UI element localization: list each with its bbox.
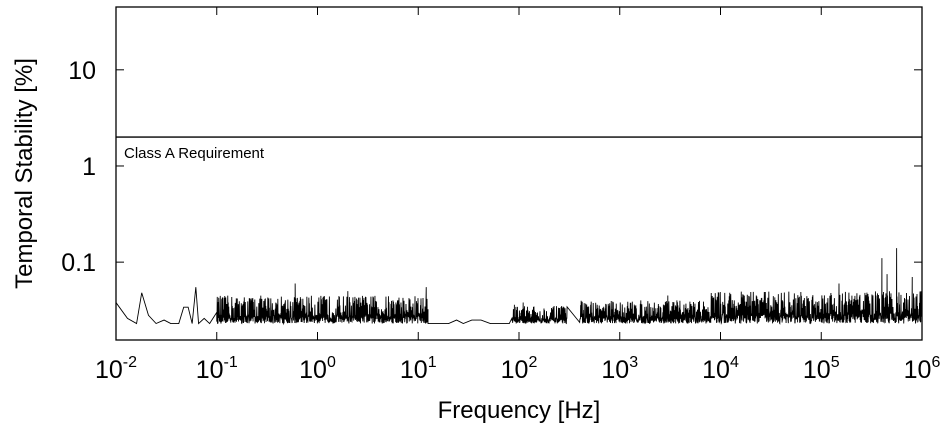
x-tick-base: 10 [501,356,529,384]
temporal-stability-series [115,248,923,326]
x-tick-label: 106 [904,354,941,384]
x-tick-label: 100 [299,354,336,384]
y-axis-title: Temporal Stability [%] [11,58,38,289]
x-tick-exponent: 3 [629,354,638,371]
x-tick-label: 10-2 [95,354,137,384]
x-tick-base: 10 [196,356,224,384]
x-tick-label: 104 [702,354,739,384]
x-tick-base: 10 [803,356,831,384]
x-tick-label: 103 [601,354,638,384]
plot-frame [115,6,923,341]
x-tick-exponent: 5 [831,354,840,371]
x-tick-base: 10 [904,356,932,384]
x-tick-exponent: 6 [931,354,940,371]
x-tick-exponent: 2 [528,354,537,371]
x-tick-exponent: 0 [327,354,336,371]
x-tick-exponent: 4 [730,354,739,371]
x-tick-base: 10 [702,356,730,384]
y-tick-label: 0.1 [61,249,96,277]
x-tick-label: 105 [803,354,840,384]
x-tick-label: 10-1 [196,354,238,384]
x-tick-base: 10 [95,356,123,384]
x-tick-exponent: -2 [123,354,137,371]
x-axis-title: Frequency [Hz] [438,397,601,424]
x-tick-base: 10 [400,356,428,384]
x-tick-base: 10 [601,356,629,384]
class-a-requirement-label: Class A Requirement [124,145,265,162]
y-tick-label: 1 [82,153,96,181]
x-tick-base: 10 [299,356,327,384]
y-tick-label: 10 [68,57,96,85]
class-a-requirement: Class A Requirement [116,136,922,162]
x-tick-label: 102 [501,354,538,384]
x-tick-exponent: -1 [224,354,238,371]
x-tick-label: 101 [400,354,437,384]
x-tick-exponent: 1 [428,354,437,371]
